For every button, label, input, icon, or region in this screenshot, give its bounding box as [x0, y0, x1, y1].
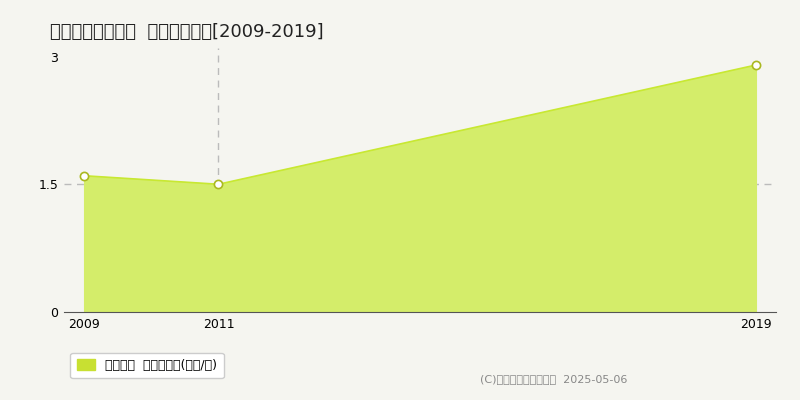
- Point: [750, 62, 762, 68]
- Point: [212, 181, 225, 188]
- Legend: 土地価格  平均坪単価(万円/坪): 土地価格 平均坪単価(万円/坪): [70, 352, 223, 378]
- Text: (C)土地価格ドットコム  2025-05-06: (C)土地価格ドットコム 2025-05-06: [480, 374, 627, 384]
- Text: 西置賜郡飯豊町中  土地価格推移[2009-2019]: 西置賜郡飯豊町中 土地価格推移[2009-2019]: [50, 23, 323, 41]
- Point: [78, 172, 90, 179]
